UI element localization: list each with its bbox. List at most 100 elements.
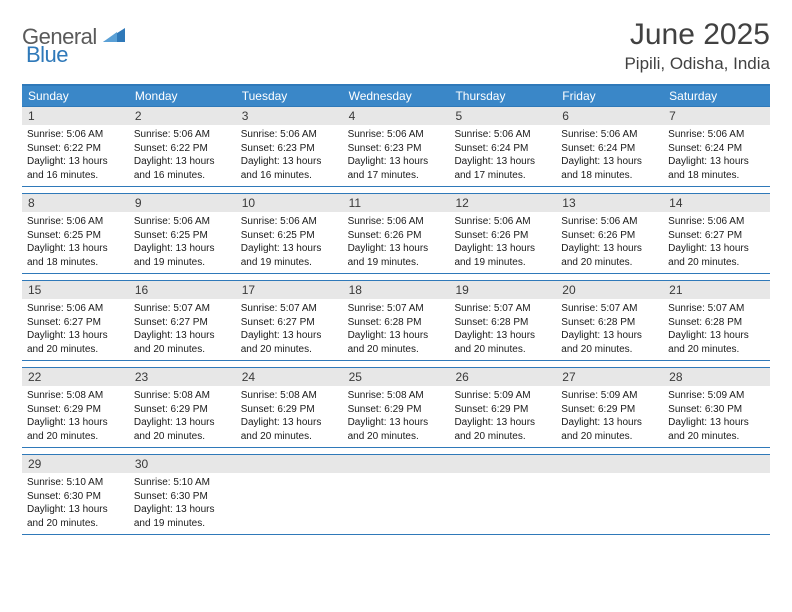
sunrise-line: Sunrise: 5:09 AM xyxy=(668,389,765,403)
sunrise-line: Sunrise: 5:06 AM xyxy=(27,302,124,316)
daylight-line: Daylight: 13 hours and 20 minutes. xyxy=(561,242,658,269)
sunrise-line: Sunrise: 5:07 AM xyxy=(561,302,658,316)
day-number: 5 xyxy=(449,107,556,125)
daylight-line: Daylight: 13 hours and 19 minutes. xyxy=(134,503,231,530)
day-cell: 2Sunrise: 5:06 AMSunset: 6:22 PMDaylight… xyxy=(129,107,236,186)
sunrise-line: Sunrise: 5:08 AM xyxy=(241,389,338,403)
sunset-line: Sunset: 6:25 PM xyxy=(27,229,124,243)
sunrise-line: Sunrise: 5:07 AM xyxy=(454,302,551,316)
sunset-line: Sunset: 6:26 PM xyxy=(348,229,445,243)
sunrise-line: Sunrise: 5:07 AM xyxy=(668,302,765,316)
day-body: Sunrise: 5:09 AMSunset: 6:29 PMDaylight:… xyxy=(449,386,556,447)
day-cell: 17Sunrise: 5:07 AMSunset: 6:27 PMDayligh… xyxy=(236,281,343,360)
daylight-line: Daylight: 13 hours and 20 minutes. xyxy=(241,416,338,443)
day-body: Sunrise: 5:06 AMSunset: 6:27 PMDaylight:… xyxy=(22,299,129,360)
sunrise-line: Sunrise: 5:09 AM xyxy=(454,389,551,403)
sunrise-line: Sunrise: 5:09 AM xyxy=(561,389,658,403)
day-body: Sunrise: 5:06 AMSunset: 6:27 PMDaylight:… xyxy=(663,212,770,273)
sunset-line: Sunset: 6:22 PM xyxy=(134,142,231,156)
daylight-line: Daylight: 13 hours and 20 minutes. xyxy=(668,329,765,356)
day-number: 11 xyxy=(343,194,450,212)
dow-cell: Monday xyxy=(129,86,236,106)
day-number: 17 xyxy=(236,281,343,299)
sunset-line: Sunset: 6:29 PM xyxy=(561,403,658,417)
sunrise-line: Sunrise: 5:06 AM xyxy=(561,128,658,142)
day-body: Sunrise: 5:06 AMSunset: 6:24 PMDaylight:… xyxy=(556,125,663,186)
day-number: 29 xyxy=(22,455,129,473)
sunrise-line: Sunrise: 5:06 AM xyxy=(241,128,338,142)
day-cell: 21Sunrise: 5:07 AMSunset: 6:28 PMDayligh… xyxy=(663,281,770,360)
day-cell: 14Sunrise: 5:06 AMSunset: 6:27 PMDayligh… xyxy=(663,194,770,273)
day-number: 7 xyxy=(663,107,770,125)
sunrise-line: Sunrise: 5:06 AM xyxy=(27,215,124,229)
sunset-line: Sunset: 6:25 PM xyxy=(134,229,231,243)
day-body: Sunrise: 5:10 AMSunset: 6:30 PMDaylight:… xyxy=(22,473,129,534)
day-number: 1 xyxy=(22,107,129,125)
day-number: 21 xyxy=(663,281,770,299)
daylight-line: Daylight: 13 hours and 20 minutes. xyxy=(561,329,658,356)
sunrise-line: Sunrise: 5:07 AM xyxy=(241,302,338,316)
day-cell: 20Sunrise: 5:07 AMSunset: 6:28 PMDayligh… xyxy=(556,281,663,360)
daylight-line: Daylight: 13 hours and 18 minutes. xyxy=(561,155,658,182)
sunset-line: Sunset: 6:29 PM xyxy=(27,403,124,417)
day-number xyxy=(449,455,556,473)
logo-line2: Blue xyxy=(26,42,68,68)
sunset-line: Sunset: 6:29 PM xyxy=(241,403,338,417)
day-cell: 9Sunrise: 5:06 AMSunset: 6:25 PMDaylight… xyxy=(129,194,236,273)
day-number: 6 xyxy=(556,107,663,125)
logo-text-blue: Blue xyxy=(26,42,68,67)
daylight-line: Daylight: 13 hours and 19 minutes. xyxy=(348,242,445,269)
day-cell: 23Sunrise: 5:08 AMSunset: 6:29 PMDayligh… xyxy=(129,368,236,447)
day-number: 3 xyxy=(236,107,343,125)
sunset-line: Sunset: 6:30 PM xyxy=(668,403,765,417)
day-body xyxy=(236,473,343,480)
day-body: Sunrise: 5:08 AMSunset: 6:29 PMDaylight:… xyxy=(22,386,129,447)
day-cell: 28Sunrise: 5:09 AMSunset: 6:30 PMDayligh… xyxy=(663,368,770,447)
day-cell: 16Sunrise: 5:07 AMSunset: 6:27 PMDayligh… xyxy=(129,281,236,360)
day-cell: 3Sunrise: 5:06 AMSunset: 6:23 PMDaylight… xyxy=(236,107,343,186)
day-body: Sunrise: 5:06 AMSunset: 6:25 PMDaylight:… xyxy=(129,212,236,273)
week-row: 22Sunrise: 5:08 AMSunset: 6:29 PMDayligh… xyxy=(22,367,770,448)
day-cell: 7Sunrise: 5:06 AMSunset: 6:24 PMDaylight… xyxy=(663,107,770,186)
sunrise-line: Sunrise: 5:07 AM xyxy=(134,302,231,316)
calendar-grid: SundayMondayTuesdayWednesdayThursdayFrid… xyxy=(22,84,770,535)
daylight-line: Daylight: 13 hours and 20 minutes. xyxy=(27,416,124,443)
day-cell: 29Sunrise: 5:10 AMSunset: 6:30 PMDayligh… xyxy=(22,455,129,534)
day-number: 14 xyxy=(663,194,770,212)
week-row: 29Sunrise: 5:10 AMSunset: 6:30 PMDayligh… xyxy=(22,454,770,535)
sunset-line: Sunset: 6:27 PM xyxy=(668,229,765,243)
day-number: 20 xyxy=(556,281,663,299)
sunset-line: Sunset: 6:24 PM xyxy=(561,142,658,156)
day-number: 19 xyxy=(449,281,556,299)
daylight-line: Daylight: 13 hours and 19 minutes. xyxy=(454,242,551,269)
title-block: June 2025 Pipili, Odisha, India xyxy=(624,18,770,74)
daylight-line: Daylight: 13 hours and 19 minutes. xyxy=(241,242,338,269)
day-cell: 6Sunrise: 5:06 AMSunset: 6:24 PMDaylight… xyxy=(556,107,663,186)
daylight-line: Daylight: 13 hours and 19 minutes. xyxy=(134,242,231,269)
day-body: Sunrise: 5:07 AMSunset: 6:27 PMDaylight:… xyxy=(236,299,343,360)
page-title: June 2025 xyxy=(624,18,770,52)
dow-cell: Sunday xyxy=(22,86,129,106)
sunrise-line: Sunrise: 5:07 AM xyxy=(348,302,445,316)
sunrise-line: Sunrise: 5:06 AM xyxy=(134,215,231,229)
daylight-line: Daylight: 13 hours and 18 minutes. xyxy=(668,155,765,182)
day-cell: 1Sunrise: 5:06 AMSunset: 6:22 PMDaylight… xyxy=(22,107,129,186)
day-cell: 5Sunrise: 5:06 AMSunset: 6:24 PMDaylight… xyxy=(449,107,556,186)
day-cell: 12Sunrise: 5:06 AMSunset: 6:26 PMDayligh… xyxy=(449,194,556,273)
day-body: Sunrise: 5:07 AMSunset: 6:27 PMDaylight:… xyxy=(129,299,236,360)
day-number: 18 xyxy=(343,281,450,299)
day-cell: 22Sunrise: 5:08 AMSunset: 6:29 PMDayligh… xyxy=(22,368,129,447)
daylight-line: Daylight: 13 hours and 20 minutes. xyxy=(454,329,551,356)
daylight-line: Daylight: 13 hours and 20 minutes. xyxy=(348,329,445,356)
day-body: Sunrise: 5:06 AMSunset: 6:25 PMDaylight:… xyxy=(236,212,343,273)
daylight-line: Daylight: 13 hours and 20 minutes. xyxy=(27,503,124,530)
sunset-line: Sunset: 6:30 PM xyxy=(134,490,231,504)
day-number xyxy=(556,455,663,473)
week-row: 15Sunrise: 5:06 AMSunset: 6:27 PMDayligh… xyxy=(22,280,770,361)
sunset-line: Sunset: 6:23 PM xyxy=(241,142,338,156)
day-body: Sunrise: 5:06 AMSunset: 6:22 PMDaylight:… xyxy=(22,125,129,186)
day-number: 2 xyxy=(129,107,236,125)
daylight-line: Daylight: 13 hours and 16 minutes. xyxy=(27,155,124,182)
week-row: 8Sunrise: 5:06 AMSunset: 6:25 PMDaylight… xyxy=(22,193,770,274)
dow-cell: Tuesday xyxy=(236,86,343,106)
